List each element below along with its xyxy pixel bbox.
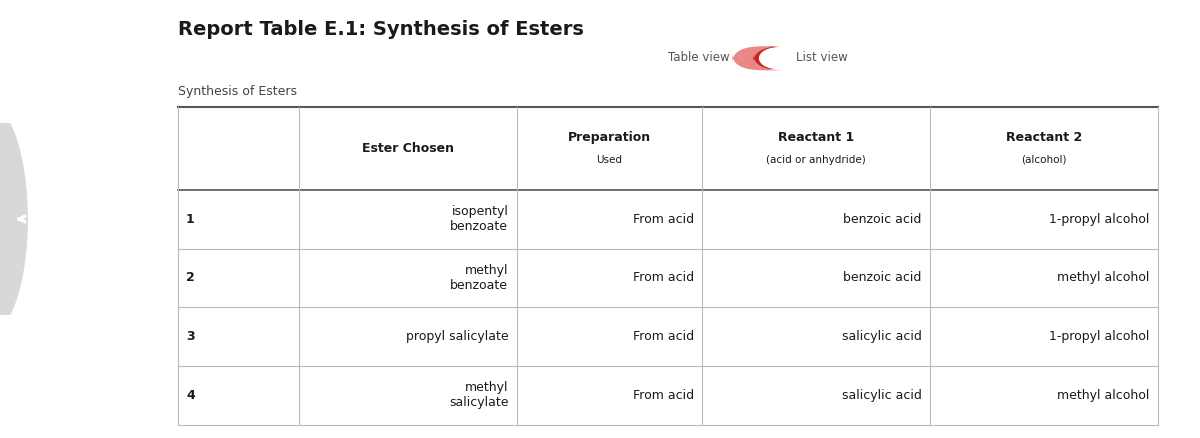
Text: Synthesis of Esters: Synthesis of Esters (178, 85, 296, 99)
Text: 1-propyl alcohol: 1-propyl alcohol (1049, 330, 1150, 343)
Text: Preparation: Preparation (568, 131, 652, 144)
Text: (alcohol): (alcohol) (1021, 155, 1067, 165)
Circle shape (760, 48, 796, 68)
Text: 2: 2 (186, 272, 194, 285)
Text: From acid: From acid (632, 213, 694, 226)
Text: methyl alcohol: methyl alcohol (1057, 389, 1150, 402)
Text: (acid or anhydride): (acid or anhydride) (767, 155, 866, 165)
Text: methyl alcohol: methyl alcohol (1057, 272, 1150, 285)
Text: 1: 1 (186, 213, 194, 226)
Text: methyl
salicylate: methyl salicylate (449, 381, 509, 410)
Text: From acid: From acid (632, 330, 694, 343)
Text: salicylic acid: salicylic acid (842, 330, 922, 343)
FancyBboxPatch shape (732, 46, 792, 70)
Text: salicylic acid: salicylic acid (842, 389, 922, 402)
Text: 4: 4 (186, 389, 194, 402)
Circle shape (0, 103, 28, 335)
Text: Reactant 2: Reactant 2 (1006, 131, 1082, 144)
Text: Used: Used (596, 155, 623, 165)
Text: Reactant 1: Reactant 1 (778, 131, 854, 144)
Text: isopentyl
benzoate: isopentyl benzoate (450, 205, 509, 233)
Text: From acid: From acid (632, 272, 694, 285)
Text: 1-propyl alcohol: 1-propyl alcohol (1049, 213, 1150, 226)
Text: From acid: From acid (632, 389, 694, 402)
Text: 3: 3 (186, 330, 194, 343)
Text: Table view: Table view (668, 51, 730, 64)
Text: benzoic acid: benzoic acid (844, 213, 922, 226)
Text: Ester Chosen: Ester Chosen (362, 142, 454, 155)
Text: benzoic acid: benzoic acid (844, 272, 922, 285)
Text: List view: List view (796, 51, 847, 64)
FancyBboxPatch shape (754, 46, 792, 70)
Text: methyl
benzoate: methyl benzoate (450, 264, 509, 292)
Text: propyl salicylate: propyl salicylate (406, 330, 509, 343)
Text: Report Table E.1: Synthesis of Esters: Report Table E.1: Synthesis of Esters (178, 20, 583, 39)
